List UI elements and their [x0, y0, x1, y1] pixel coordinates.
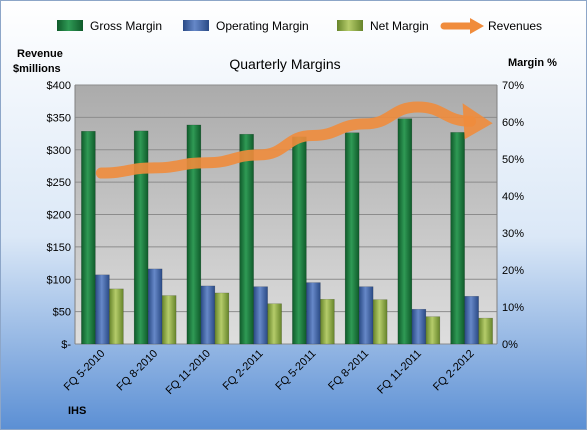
legend-swatch-net-margin	[337, 20, 363, 31]
bar-operating-margin	[358, 286, 374, 345]
bar-net-margin	[372, 299, 388, 345]
legend-label-operating-margin: Operating Margin	[216, 19, 309, 33]
right-tick-label: 10%	[502, 302, 524, 314]
left-tick-label: $50	[53, 307, 71, 319]
right-tick-label: 40%	[502, 191, 524, 203]
bar-net-margin	[161, 295, 177, 345]
right-tick-label: 0%	[502, 339, 518, 351]
left-tick-label: $200	[47, 210, 71, 222]
right-tick-label: 20%	[502, 265, 524, 277]
bar-gross-margin	[133, 130, 149, 345]
left-tick-label: $350	[47, 112, 71, 124]
legend-label-gross-margin: Gross Margin	[90, 19, 162, 33]
bar-net-margin	[109, 288, 124, 345]
legend-label-net-margin: Net Margin	[370, 19, 429, 33]
right-tick-label: 60%	[502, 117, 524, 129]
right-axis-ticks: 0% 10% 20% 30% 40% 50% 60% 70%	[502, 80, 524, 351]
left-axis-ticks: $- $50 $100 $150 $200 $250 $300 $350 $400	[47, 80, 72, 351]
left-tick-label: $100	[47, 274, 71, 286]
bar-operating-margin	[147, 268, 163, 345]
legend-item-gross-margin: Gross Margin	[57, 19, 162, 33]
left-axis-title-line1: Revenue	[17, 48, 63, 60]
bar-net-margin	[214, 292, 230, 345]
bar-gross-margin	[81, 131, 96, 345]
bar-gross-margin	[344, 132, 360, 345]
bar-gross-margin	[292, 136, 307, 345]
legend-arrowhead-revenues	[470, 18, 484, 34]
legend-swatch-gross-margin	[57, 20, 83, 31]
bar-net-margin	[320, 298, 335, 345]
right-tick-label: 30%	[502, 228, 524, 240]
left-tick-label: $250	[47, 177, 71, 189]
bar-net-margin	[267, 303, 282, 345]
right-tick-label: 70%	[502, 80, 524, 92]
bar-net-margin	[478, 317, 493, 345]
legend-item-operating-margin: Operating Margin	[183, 19, 309, 33]
legend-item-revenues: Revenues	[440, 18, 542, 34]
bar-gross-margin	[186, 124, 202, 345]
left-tick-label: $300	[47, 145, 71, 157]
right-tick-label: 50%	[502, 154, 524, 166]
revenue-line	[95, 101, 477, 179]
bar-operating-margin	[306, 282, 321, 345]
left-axis-title-line2: $millions	[13, 63, 61, 75]
bar-operating-margin	[411, 308, 427, 345]
legend-swatch-operating-margin	[183, 20, 209, 31]
legend-item-net-margin: Net Margin	[337, 19, 429, 33]
left-tick-label: $-	[61, 339, 71, 351]
legend-label-revenues: Revenues	[488, 19, 542, 33]
chart-title: Quarterly Margins	[229, 56, 340, 72]
legend: Gross Margin Operating Margin Net Margin…	[57, 18, 542, 34]
revenue-line-group	[95, 101, 493, 179]
left-tick-label: $150	[47, 242, 71, 254]
bar-gross-margin	[450, 132, 465, 345]
bar-operating-margin	[95, 274, 110, 345]
bar-gross-margin	[397, 118, 413, 345]
revenue-arrowhead	[462, 103, 493, 140]
bar-net-margin	[425, 316, 441, 345]
left-tick-label: $400	[47, 80, 71, 92]
bars-group	[81, 118, 493, 345]
bar-operating-margin	[464, 296, 479, 345]
right-axis-title: Margin %	[508, 57, 557, 69]
source-label: IHS	[68, 405, 86, 417]
bar-gross-margin	[239, 133, 254, 345]
bar-operating-margin	[253, 286, 268, 345]
bar-operating-margin	[200, 285, 216, 345]
